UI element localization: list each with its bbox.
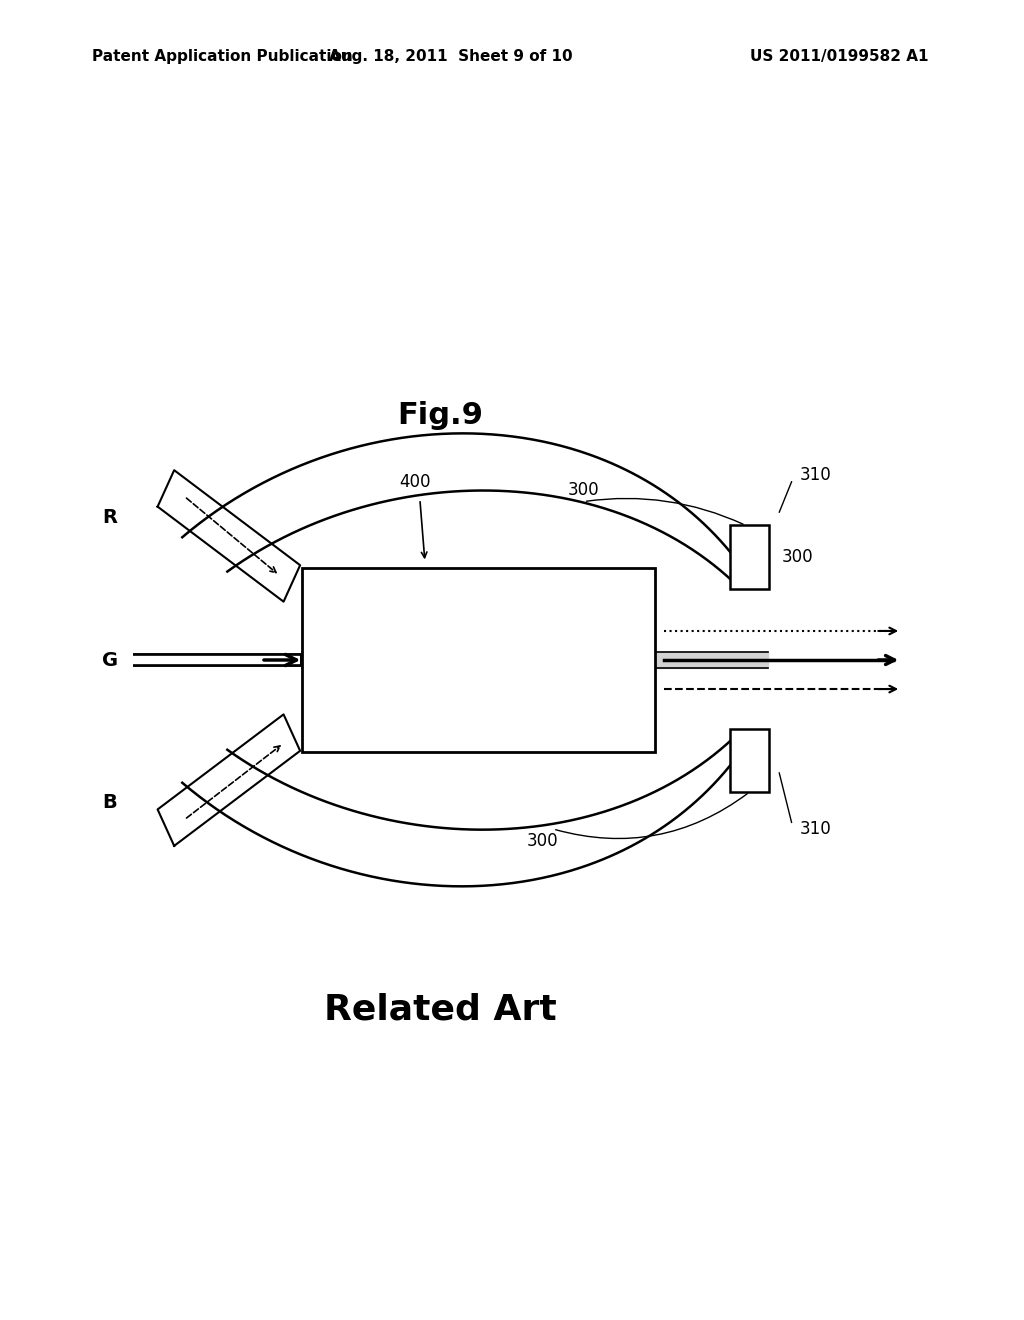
Text: 400: 400: [399, 473, 430, 491]
Text: G: G: [101, 651, 118, 669]
Text: 300: 300: [527, 832, 558, 850]
Text: 300: 300: [568, 480, 599, 499]
Text: 310: 310: [800, 820, 831, 838]
Text: US 2011/0199582 A1: US 2011/0199582 A1: [751, 49, 929, 65]
Text: R: R: [102, 508, 117, 527]
Bar: [302, 568, 655, 752]
Text: Fig.9: Fig.9: [397, 401, 483, 430]
Text: Patent Application Publication: Patent Application Publication: [92, 49, 353, 65]
Text: 310: 310: [800, 466, 831, 484]
Bar: [730, 729, 769, 792]
Text: B: B: [102, 793, 117, 812]
Text: 300: 300: [781, 548, 813, 566]
Text: Related Art: Related Art: [324, 993, 557, 1027]
Text: Aug. 18, 2011  Sheet 9 of 10: Aug. 18, 2011 Sheet 9 of 10: [329, 49, 572, 65]
Bar: [730, 525, 769, 589]
